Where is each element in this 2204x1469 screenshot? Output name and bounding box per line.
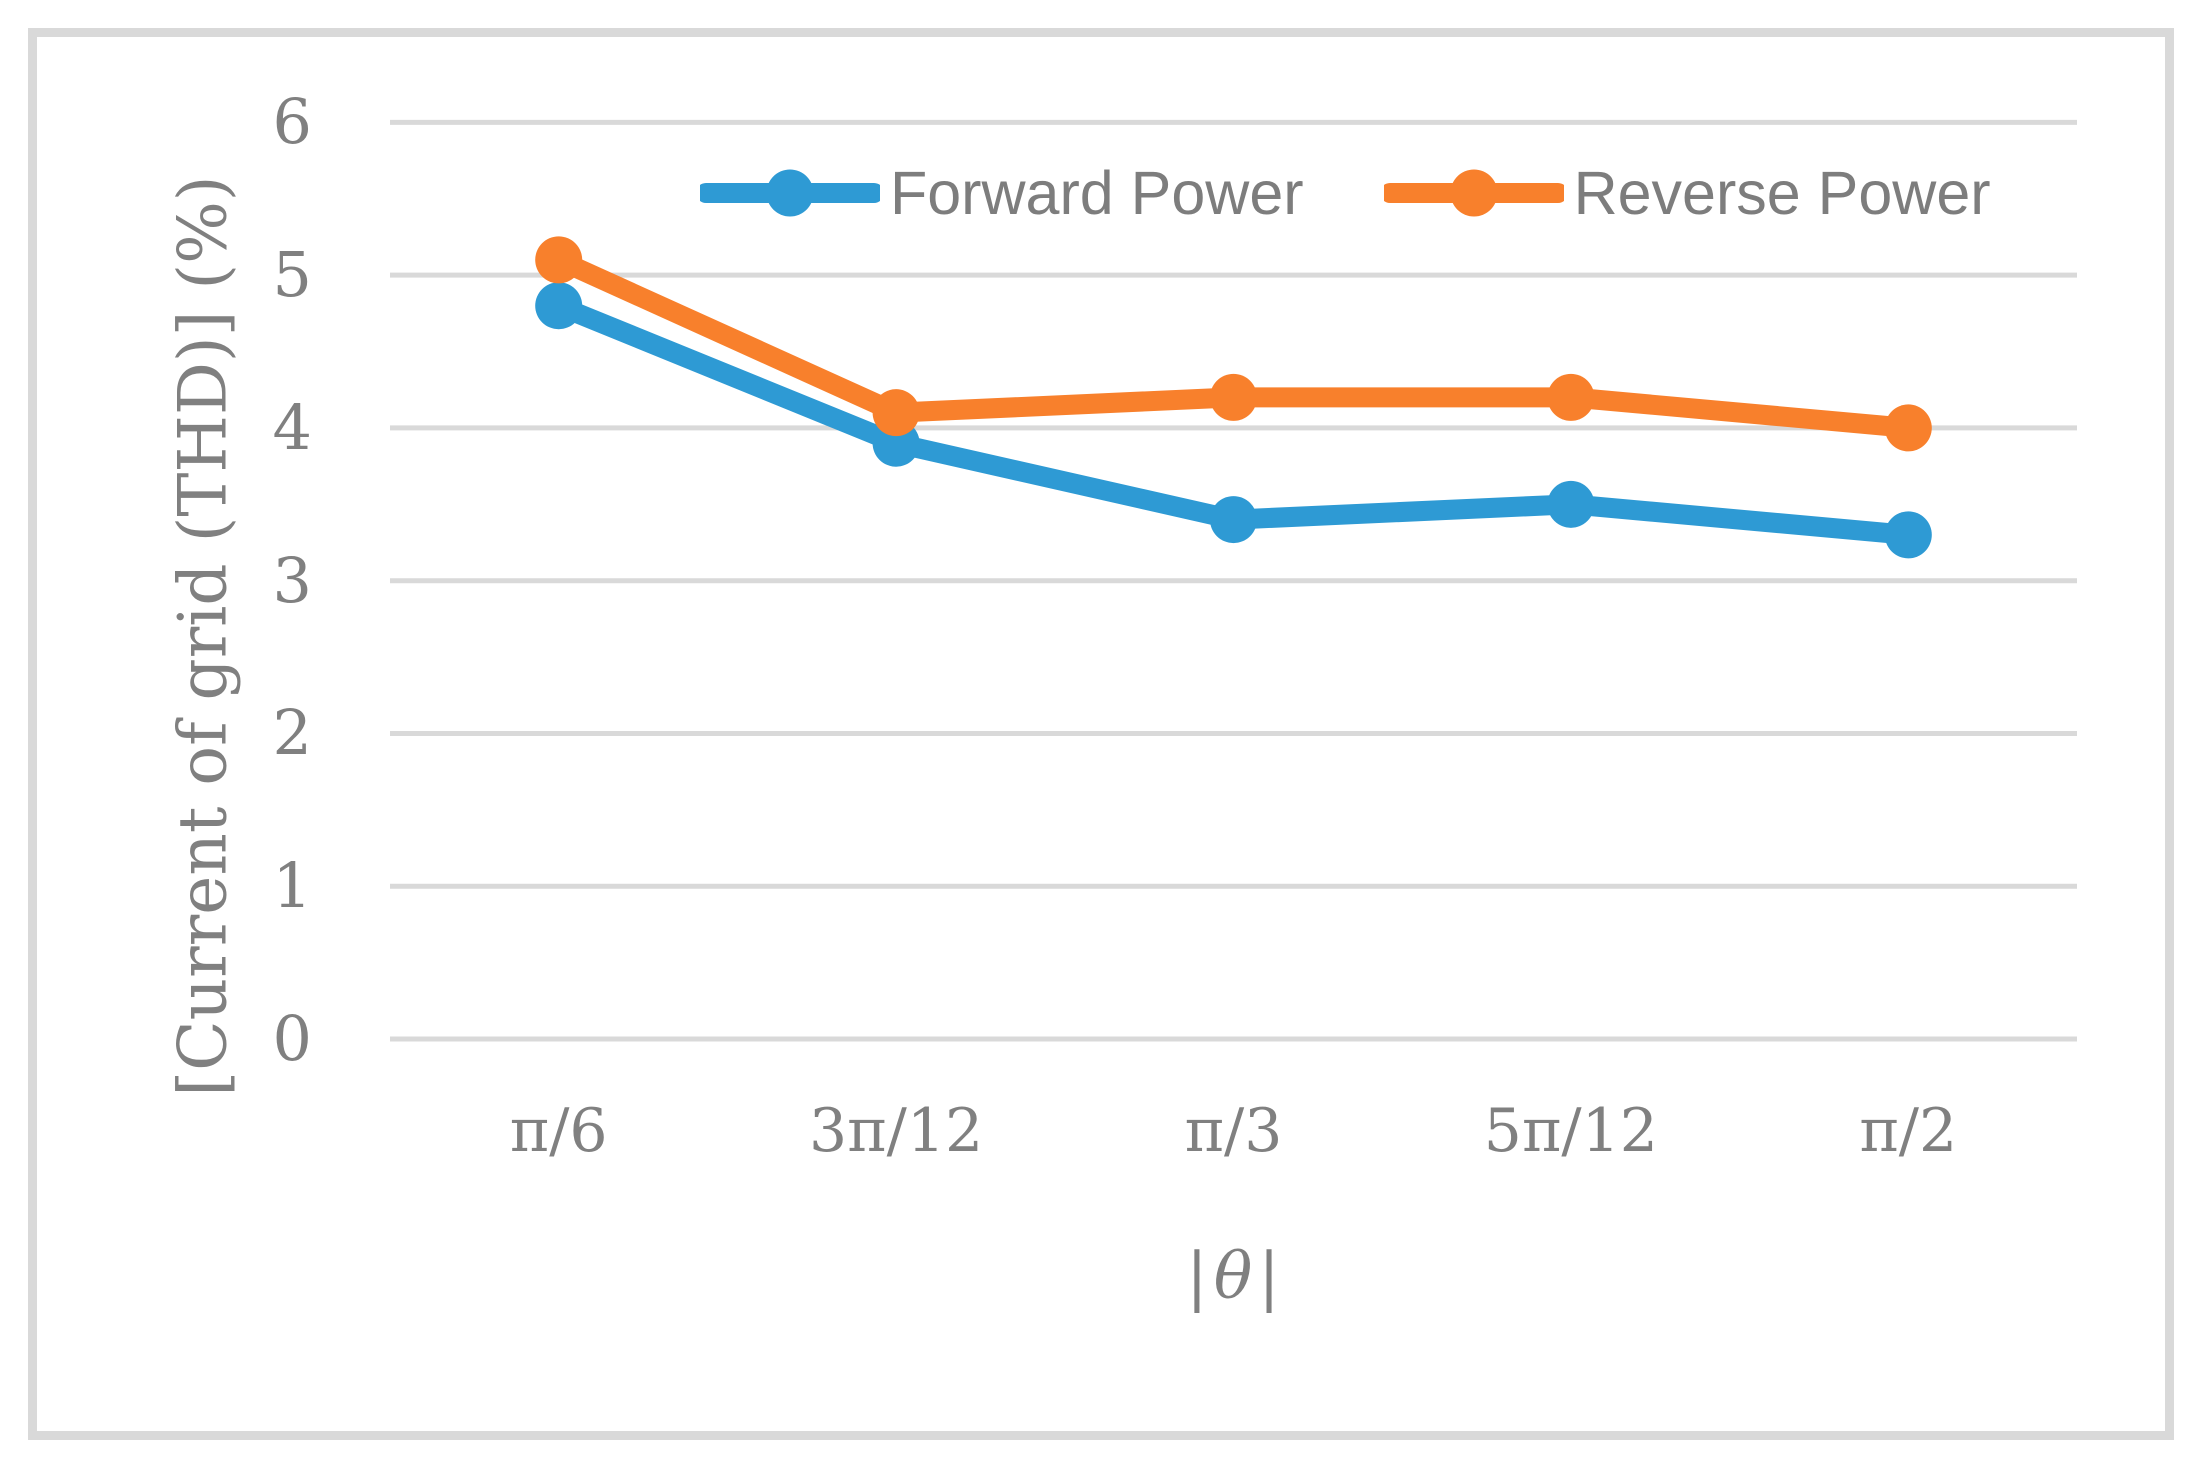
y-tick-label: 2	[272, 696, 312, 770]
x-tick-label: π/2	[1859, 1096, 1958, 1166]
y-tick-label: 4	[272, 390, 312, 464]
reverse-power-legend-marker-icon	[1383, 169, 1564, 217]
x-axis-title: |θ|	[1186, 1240, 1280, 1314]
x-tick-label: 3π/12	[809, 1096, 984, 1166]
x-axis-title-left-bar: |	[1186, 1240, 1208, 1314]
y-tick-label: 0	[272, 1002, 312, 1075]
reverse-power-data-point-marker	[1547, 373, 1595, 421]
x-tick-label: π/6	[509, 1096, 608, 1166]
forward-power-data-point-marker	[1884, 511, 1932, 559]
y-tick-label: 5	[272, 238, 312, 312]
x-tick-label: π/3	[1184, 1096, 1283, 1166]
legend-label-reverse-power: Reverse Power	[1573, 159, 1991, 227]
y-tick-label: 6	[272, 85, 312, 159]
forward-power-legend-marker-icon	[700, 169, 880, 217]
forward-power-data-point-marker	[535, 282, 583, 330]
legend: Forward Power Reverse Power	[700, 158, 1991, 228]
legend-label-forward-power: Forward Power	[890, 159, 1304, 227]
x-axis-title-theta: θ	[1213, 1240, 1253, 1314]
x-tick-label: 5π/12	[1483, 1096, 1658, 1166]
forward-power-data-point-marker	[1210, 496, 1257, 544]
y-tick-label: 1	[272, 849, 312, 923]
y-axis-title: [Current of grid (THD)] (%)	[164, 175, 242, 1097]
chart-border	[28, 28, 2174, 1440]
reverse-power-data-point-marker	[872, 389, 920, 437]
reverse-power-data-point-marker	[535, 236, 583, 284]
reverse-power-data-point-marker	[1210, 373, 1257, 421]
legend-item-reverse-power: Reverse Power	[1383, 158, 1991, 228]
forward-power-data-point-marker	[1547, 480, 1595, 528]
legend-item-forward-power: Forward Power	[700, 158, 1304, 228]
x-axis-title-right-bar: |	[1258, 1240, 1280, 1314]
reverse-power-data-point-marker	[1884, 404, 1932, 452]
y-tick-label: 3	[272, 543, 312, 617]
